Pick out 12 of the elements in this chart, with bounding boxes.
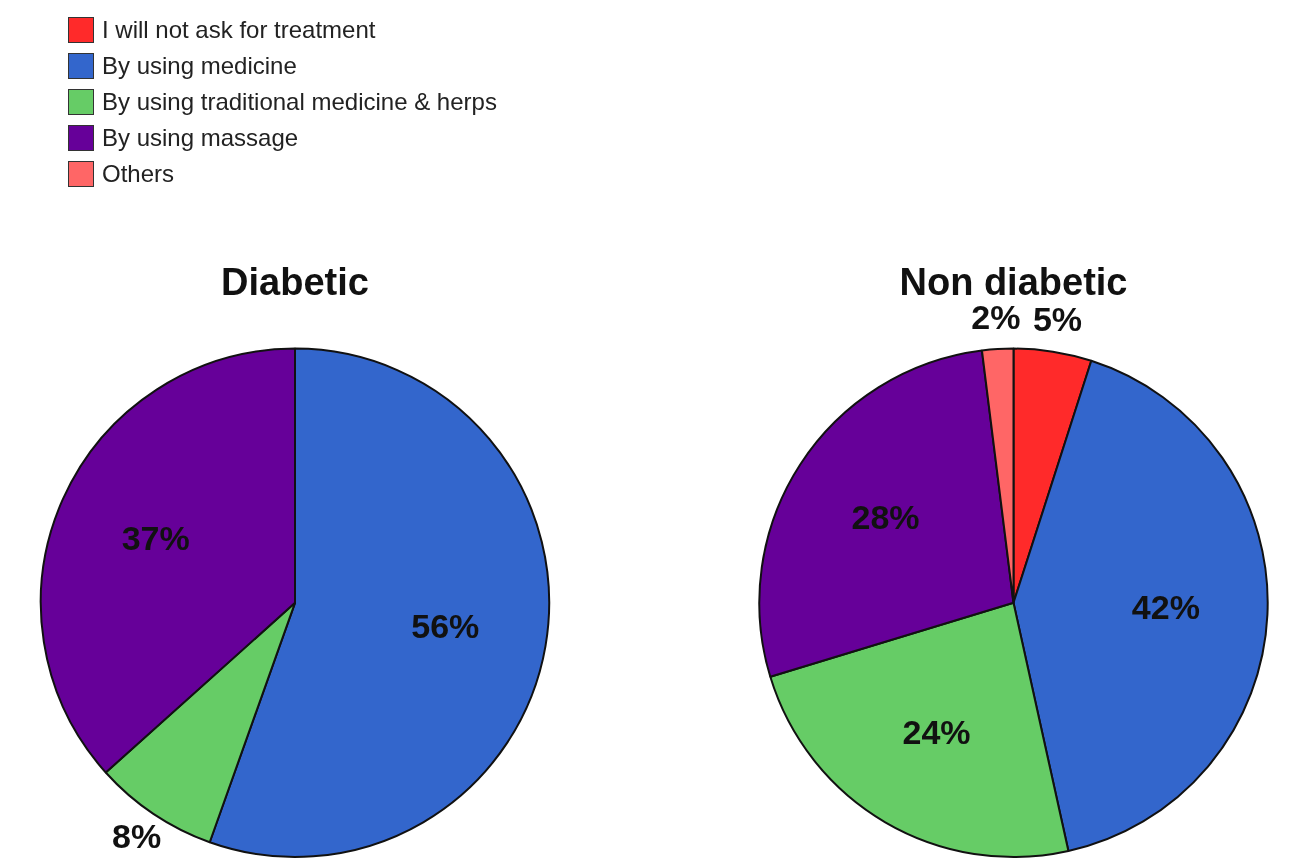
legend-label: By using medicine (102, 52, 297, 80)
legend-label: Others (102, 160, 175, 188)
legend-label: I will not ask for treatment (102, 16, 376, 44)
text: Diabetic (221, 261, 369, 304)
data-label: 37% (121, 519, 190, 557)
data-label: 28% (851, 498, 920, 537)
data-label: 42% (1131, 588, 1200, 627)
data-label: 8% (112, 817, 162, 856)
legend-label: By using massage (102, 124, 299, 152)
data-label: 24% (902, 712, 971, 751)
data-label: 56% (411, 607, 480, 646)
legend-label: By using traditional medicine & herps (102, 88, 497, 116)
